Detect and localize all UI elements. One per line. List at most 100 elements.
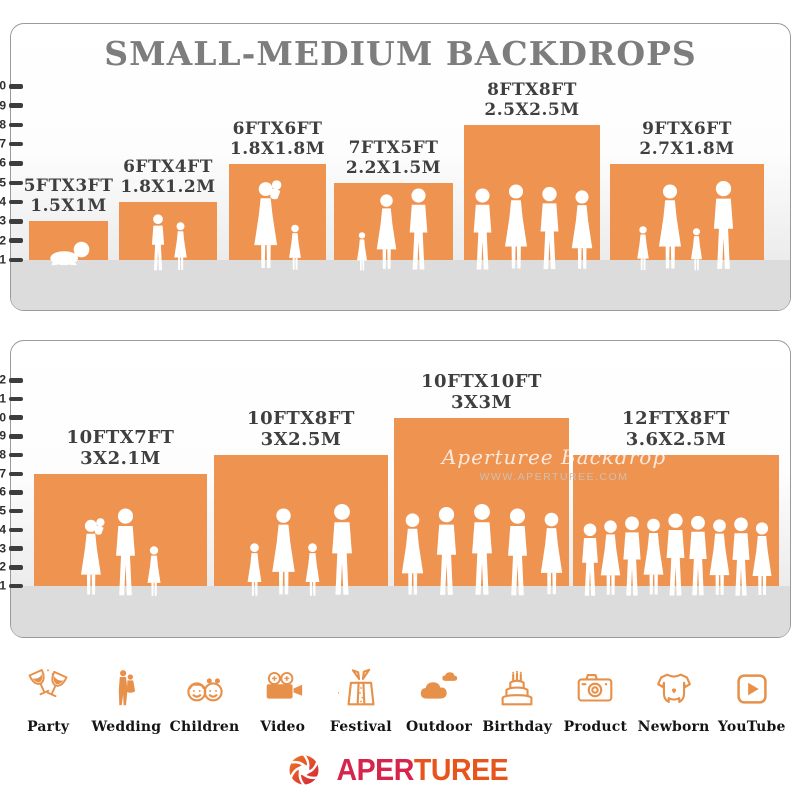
person-silhouette bbox=[689, 228, 704, 272]
backdrop-bar bbox=[610, 163, 764, 260]
newborn-icon bbox=[651, 656, 697, 712]
backdrop-bar-group: 5FTX3FT 1.5X1M bbox=[24, 176, 113, 260]
backdrop-bar-group: 9FTX6FT 2.7X1.8M bbox=[610, 119, 764, 261]
backdrop-size-label: 5FTX3FT 1.5X1M bbox=[0, 176, 148, 216]
small-medium-panel-top: SMALL-MEDIUM BACKDROPS 1 2 3 4 5 6 7 8 9 10 5FTX3F… bbox=[0, 23, 791, 311]
person-silhouette bbox=[172, 222, 189, 272]
backdrop-bar-group: 6FTX4FT 1.8X1.2M bbox=[119, 157, 217, 260]
category-label: Birthday bbox=[482, 719, 553, 735]
axis-tick-label: 12 bbox=[0, 372, 6, 387]
person-silhouette bbox=[268, 508, 299, 598]
backdrop-size-label: 9FTX6FT 2.7X1.8M bbox=[533, 119, 800, 159]
size-meters: 3X3M bbox=[451, 391, 512, 413]
backdrop-bar-group: 8FTX8FT 2.5X2.5M bbox=[464, 80, 600, 260]
backdrop-size-label: 6FTX4FT 1.8X1.2M bbox=[70, 157, 266, 197]
backdrop-size-label: 7FTX5FT 2.2X1.5M bbox=[275, 138, 513, 178]
axis-tick: 1 bbox=[0, 578, 23, 592]
axis-tick-label: 4 bbox=[0, 194, 6, 209]
axis-tick: 10 bbox=[0, 410, 23, 424]
category-label: Outdoor bbox=[405, 719, 473, 735]
size-feet: 10FTX8FT bbox=[247, 408, 355, 430]
brand-logo: APERTUREE bbox=[0, 750, 800, 790]
person-silhouette bbox=[708, 180, 739, 272]
category-festival: Festival bbox=[325, 656, 397, 735]
category-label: Children bbox=[169, 719, 240, 735]
person-silhouette bbox=[501, 184, 531, 272]
size-feet: 5FTX3FT bbox=[23, 176, 114, 197]
person-silhouette bbox=[145, 546, 163, 598]
size-feet: 10FTX10FT bbox=[421, 370, 542, 392]
category-outdoor: Outdoor bbox=[403, 656, 475, 735]
axis-tick-label: 4 bbox=[0, 522, 6, 537]
person-silhouette bbox=[535, 186, 564, 272]
backdrop-size-label: 8FTX8FT 2.5X2.5M bbox=[396, 80, 668, 120]
logo-text-part2: TUREE bbox=[414, 752, 509, 787]
backdrop-bar-group: 10FTX10FT 3X3M bbox=[394, 371, 569, 586]
axis-tick: 8 bbox=[0, 448, 23, 462]
axis-tick: 6 bbox=[0, 485, 23, 499]
category-label: Party bbox=[27, 719, 70, 735]
video-icon bbox=[260, 656, 306, 712]
person-silhouette bbox=[355, 232, 369, 272]
axis-tick-label: 8 bbox=[0, 447, 6, 462]
person-silhouette bbox=[398, 513, 427, 598]
backdrop-bar-group: 10FTX8FT 3X2.5M bbox=[214, 408, 388, 586]
axis-tick: 3 bbox=[0, 541, 23, 555]
size-meters: 3.6X2.5M bbox=[625, 429, 727, 451]
product-icon bbox=[572, 656, 618, 712]
logo-text: APERTUREE bbox=[337, 752, 509, 788]
axis-tick: 9 bbox=[0, 98, 23, 112]
silhouette-group bbox=[610, 180, 764, 272]
size-feet: 10FTX7FT bbox=[66, 426, 175, 448]
category-label: Newborn bbox=[637, 719, 710, 735]
category-label: Wedding bbox=[91, 719, 162, 735]
category-newborn: Newborn bbox=[638, 656, 710, 735]
youtube-icon bbox=[729, 656, 775, 712]
axis-tick: 11 bbox=[0, 391, 23, 405]
axis-tick-label: 11 bbox=[0, 391, 6, 406]
axis-tick-label: 2 bbox=[0, 233, 6, 248]
backdrop-bar-group: 10FTX7FT 3X2.1M bbox=[34, 427, 207, 586]
axis-tick: 4 bbox=[0, 522, 23, 536]
party-icon bbox=[25, 656, 71, 712]
festival-icon bbox=[337, 656, 384, 712]
backdrop-bar-group: 12FTX8FT 3.6X2.5M bbox=[573, 408, 779, 586]
person-silhouette bbox=[466, 503, 498, 598]
backdrop-size-label: 10FTX8FT 3X2.5M bbox=[127, 408, 475, 450]
axis-tick-label: 10 bbox=[0, 78, 6, 93]
person-silhouette bbox=[373, 194, 400, 272]
person-silhouette bbox=[79, 518, 106, 598]
ground-strip bbox=[11, 586, 790, 637]
category-youtube: YouTube bbox=[716, 656, 788, 735]
person-silhouette bbox=[287, 224, 303, 272]
category-children: Children bbox=[169, 656, 241, 735]
silhouette-group bbox=[34, 508, 207, 598]
category-video: Video bbox=[247, 656, 319, 735]
person-silhouette bbox=[303, 543, 322, 598]
person-silhouette bbox=[110, 508, 141, 598]
size-meters: 2.5X2.5M bbox=[484, 99, 580, 120]
axis-tick: 12 bbox=[0, 373, 23, 387]
axis-tick-label: 6 bbox=[0, 155, 6, 170]
size-feet: 8FTX8FT bbox=[487, 79, 577, 100]
person-silhouette bbox=[148, 214, 168, 272]
backdrop-bar bbox=[229, 163, 326, 260]
backdrop-bar-group: 6FTX6FT 1.8X1.8M bbox=[229, 119, 326, 261]
axis-tick-label: 9 bbox=[0, 98, 6, 113]
axis-tick: 4 bbox=[0, 195, 23, 209]
axis-tick: 7 bbox=[0, 466, 23, 480]
category-product: Product bbox=[559, 656, 631, 735]
size-feet: 6FTX6FT bbox=[232, 118, 323, 139]
person-silhouette bbox=[749, 522, 775, 598]
silhouette-group bbox=[119, 214, 217, 272]
axis-tick-label: 10 bbox=[0, 410, 6, 425]
children-icon bbox=[182, 656, 228, 712]
ground-strip bbox=[11, 260, 790, 310]
size-feet: 7FTX5FT bbox=[348, 137, 439, 158]
axis-tick: 5 bbox=[0, 175, 23, 189]
person-silhouette bbox=[568, 190, 596, 272]
category-label: YouTube bbox=[717, 719, 786, 735]
axis-tick-label: 7 bbox=[0, 136, 6, 151]
